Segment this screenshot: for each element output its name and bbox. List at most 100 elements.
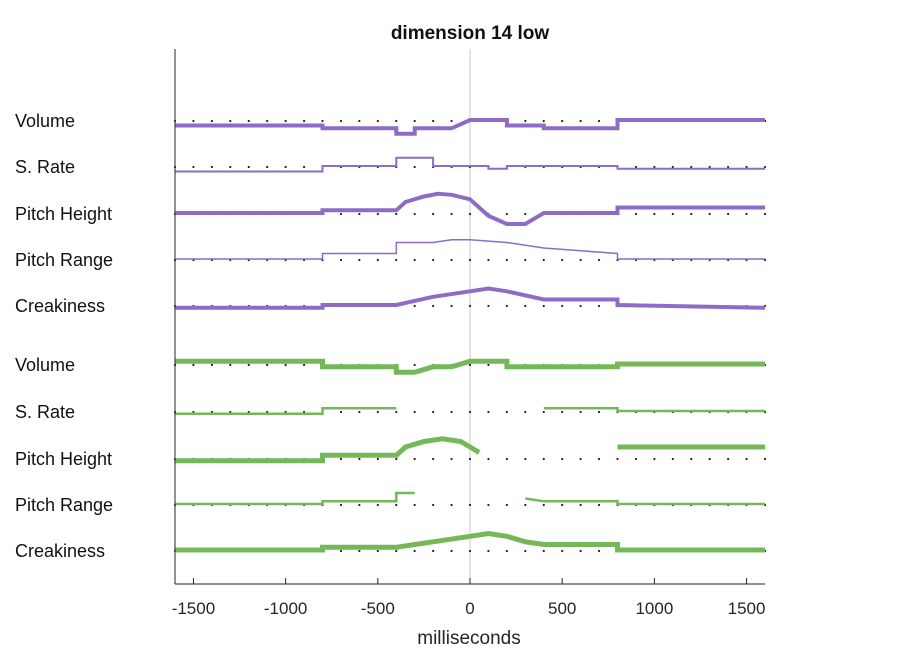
row-label: Creakiness: [15, 541, 105, 561]
baseline-dot: [505, 304, 508, 308]
baseline-dot: [524, 457, 527, 461]
baseline-dot: [487, 258, 490, 262]
baseline-dot: [671, 457, 674, 461]
baseline-dot: [450, 258, 453, 262]
baseline-dot: [432, 410, 435, 414]
baseline-dot: [671, 212, 674, 216]
baseline-dot: [561, 549, 564, 553]
baseline-dot: [266, 119, 269, 123]
chart-title: dimension 14 low: [391, 23, 550, 44]
baseline-dot: [358, 119, 361, 123]
baseline-dot: [376, 503, 379, 507]
baseline-dot: [597, 119, 601, 123]
baseline-dot: [505, 503, 508, 507]
row-label: Volume: [15, 111, 75, 131]
baseline-dot: [487, 304, 490, 308]
baseline-dot: [542, 549, 545, 553]
baseline-dot: [579, 304, 582, 308]
baseline-dot: [561, 410, 564, 414]
baseline-dot: [634, 457, 638, 461]
baseline-dot: [339, 457, 343, 461]
baseline-dot: [690, 212, 693, 216]
baseline-dot: [561, 119, 564, 123]
baseline-dot: [597, 304, 601, 308]
baseline-dot: [579, 549, 582, 553]
baseline-dot: [487, 363, 490, 367]
baseline-dot: [763, 165, 767, 169]
baseline-dot: [229, 119, 232, 123]
baseline-dot: [708, 457, 711, 461]
baseline-dot: [302, 165, 306, 169]
baseline-dot: [358, 457, 361, 461]
baseline-dot: [468, 258, 472, 262]
series-line: [175, 436, 765, 464]
baseline-dot: [413, 363, 416, 367]
baseline-dot: [358, 410, 361, 414]
baseline-dot: [450, 304, 453, 308]
baseline-dot: [542, 258, 545, 262]
baseline-dot: [524, 212, 527, 216]
baseline-dot: [468, 457, 472, 461]
baseline-dot: [487, 457, 490, 461]
baseline-dot: [413, 212, 416, 216]
baseline-dot: [597, 503, 601, 507]
baseline-dot: [376, 212, 379, 216]
baseline-dot: [395, 119, 398, 123]
baseline-dot: [542, 503, 545, 507]
x-tick-label: 500: [548, 599, 576, 618]
baseline-dot: [210, 119, 213, 123]
baseline-dot: [468, 212, 472, 216]
baseline-dot: [745, 212, 748, 216]
baseline-dot: [505, 212, 508, 216]
baseline-dot: [561, 258, 564, 262]
x-tick-label: 1500: [728, 599, 766, 618]
baseline-dot: [671, 165, 674, 169]
baseline-dot: [524, 119, 527, 123]
baseline-dot: [505, 258, 508, 262]
baseline-dot: [358, 503, 361, 507]
baseline-dot: [395, 549, 398, 553]
baseline-dot: [727, 457, 730, 461]
baseline-dot: [339, 410, 343, 414]
row-label: S. Rate: [15, 402, 75, 422]
row-label: Pitch Range: [15, 250, 113, 270]
baseline-dot: [468, 363, 472, 367]
baseline-dot: [690, 457, 693, 461]
baseline-dot: [468, 503, 472, 507]
baseline-dot: [358, 212, 361, 216]
series-line: [175, 407, 765, 416]
baseline-dot: [579, 119, 582, 123]
baseline-dot: [561, 457, 564, 461]
x-tick-label: 1000: [635, 599, 673, 618]
baseline-dot: [450, 410, 453, 414]
baseline-dot: [579, 410, 582, 414]
baseline-dot: [468, 549, 472, 553]
baseline-dot: [579, 457, 582, 461]
baseline-dot: [505, 549, 508, 553]
row-label: Volume: [15, 355, 75, 375]
series-line: [175, 491, 765, 506]
series-line: [175, 239, 765, 260]
x-tick-label: -500: [361, 599, 395, 618]
baseline-dot: [634, 212, 638, 216]
baseline-dot: [358, 549, 361, 553]
baseline-dot: [395, 258, 398, 262]
baseline-dot: [247, 363, 250, 367]
baseline-dot: [727, 212, 730, 216]
baseline-dot: [468, 410, 472, 414]
baseline-dot: [597, 549, 601, 553]
row-label: Pitch Range: [15, 495, 113, 515]
baseline-dot: [579, 503, 582, 507]
baseline-dot: [339, 119, 343, 123]
baseline-dot: [302, 363, 306, 367]
baseline-dot: [653, 165, 656, 169]
baseline-dot: [597, 410, 601, 414]
baseline-dot: [432, 212, 435, 216]
baseline-dot: [376, 258, 379, 262]
baseline-dot: [542, 457, 545, 461]
baseline-dot: [284, 119, 287, 123]
baseline-dot: [524, 258, 527, 262]
baseline-dot: [487, 503, 490, 507]
baseline-dot: [192, 165, 195, 169]
